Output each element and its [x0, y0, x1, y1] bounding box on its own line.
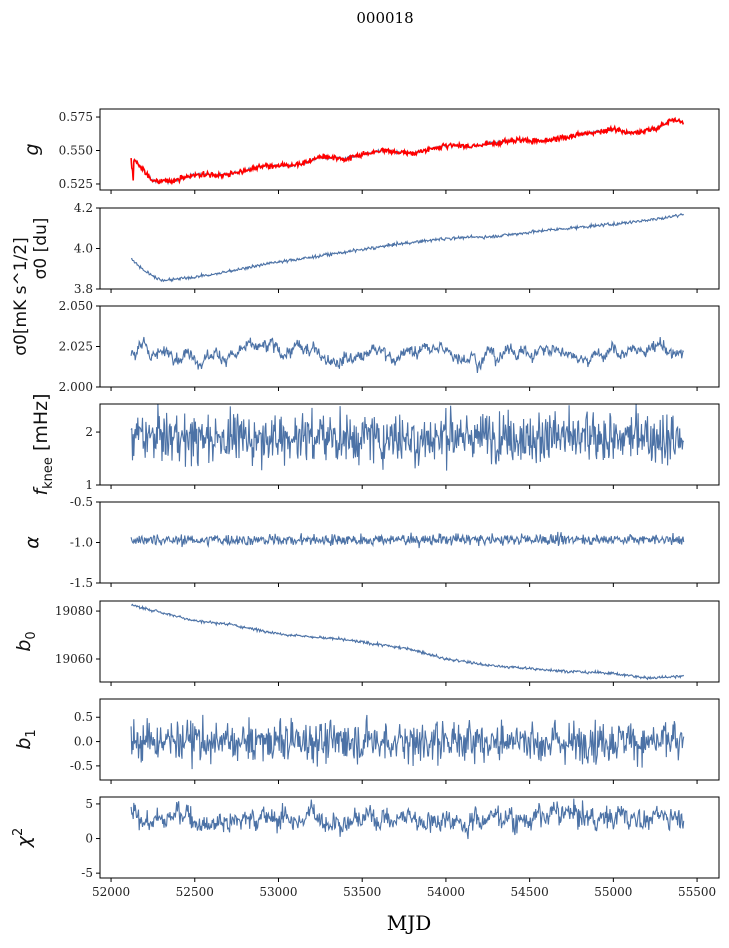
y-axis-label-5: b0 [13, 631, 39, 651]
series-line-1 [130, 212, 685, 283]
y-tick-label: 19080 [55, 604, 93, 618]
y-tick-label: 0.550 [59, 144, 93, 158]
axes-frame-6 [99, 698, 720, 781]
y-axis-label-6: b1 [13, 729, 39, 749]
series-line-2 [130, 336, 685, 374]
y-tick-label: 2.050 [59, 299, 93, 313]
series-line-3 [130, 403, 685, 471]
y-tick-label: 4.2 [74, 201, 93, 215]
x-axis-label: MJD [387, 911, 432, 935]
y-axis-label-7: χ2 [11, 828, 35, 849]
x-tick-label-4: 54000 [427, 885, 465, 899]
y-tick-label: 0.525 [59, 177, 93, 191]
x-tick-label-1: 52500 [176, 885, 214, 899]
y-tick-label: -1.0 [70, 536, 93, 550]
y-tick-label: 1 [85, 478, 93, 492]
y-tick-label: 0 [85, 832, 93, 846]
y-axis-label-1: σ0 [du] [31, 218, 51, 280]
y-axis-label-3: fknee [mHz] [30, 393, 56, 495]
axes-frame-2 [99, 305, 720, 388]
y-tick-label: 3.8 [74, 282, 93, 296]
y-axis-label-0: g [21, 143, 43, 155]
y-tick-label: 4.0 [74, 242, 93, 256]
x-tick-label-7: 55500 [678, 885, 716, 899]
x-tick-label-6: 55000 [594, 885, 632, 899]
overlay-line-0 [130, 116, 685, 186]
series-line-5 [131, 603, 685, 681]
axes-frame-3 [99, 403, 720, 486]
y-tick-label: 2.000 [59, 380, 93, 394]
y-tick-label: -0.5 [70, 495, 93, 509]
axes-frame-7 [99, 796, 720, 879]
y-tick-label: 2.025 [59, 340, 93, 354]
y-tick-label: -1.5 [70, 576, 93, 590]
axes-frame-5 [99, 600, 720, 683]
x-tick-label-3: 53500 [343, 885, 381, 899]
y-axis-label-4: α [21, 536, 43, 549]
x-tick-label-0: 52000 [92, 885, 130, 899]
y-tick-label: -0.5 [70, 759, 93, 773]
chart-title: 000018 [356, 9, 413, 27]
y-tick-label: 2 [85, 425, 93, 439]
y-tick-label: 0.5 [74, 710, 93, 724]
y-tick-label: 19060 [55, 652, 93, 666]
x-tick-label-2: 53000 [259, 885, 297, 899]
series-line-7 [130, 798, 685, 840]
y-axis-label-2: σ0[mK s^1/2] [11, 237, 31, 355]
axes-frame-0 [99, 108, 720, 191]
y-tick-label: 0.575 [59, 110, 93, 124]
y-tick-label: -5 [81, 866, 93, 880]
series-line-4 [130, 531, 685, 549]
y-tick-label: 0.0 [74, 735, 93, 749]
x-tick-label-5: 54500 [511, 885, 549, 899]
y-tick-label: 5 [85, 797, 93, 811]
series-line-6 [130, 714, 685, 770]
